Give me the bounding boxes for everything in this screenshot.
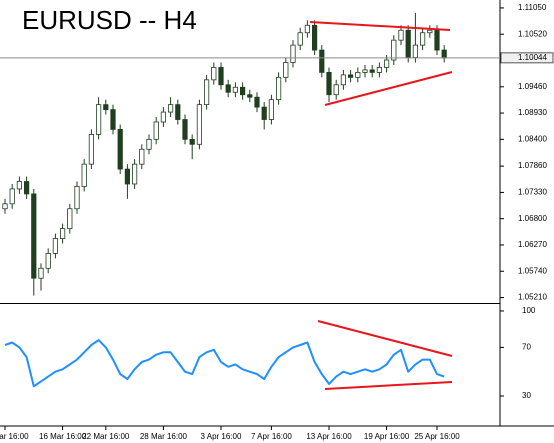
candle-body: [225, 84, 231, 93]
y-tick-label: 1.06270: [518, 240, 547, 249]
candle-body: [2, 203, 8, 210]
chart-title: EURUSD -- H4: [22, 5, 197, 35]
y-tick-label: 30: [522, 391, 531, 400]
candle-body: [290, 44, 296, 63]
x-tick-label: 7 Apr 16:00: [251, 432, 292, 441]
candle-body: [218, 67, 224, 86]
candle-body: [146, 138, 152, 150]
candle-body: [340, 74, 347, 86]
candle-body: [117, 129, 123, 170]
x-tick-label: 19 Apr 16:00: [364, 432, 410, 441]
indicator-line: [4, 339, 445, 388]
y-tick-label: 70: [522, 343, 531, 352]
candle-body: [196, 104, 202, 145]
candle-body: [203, 79, 210, 106]
candle-body: [398, 29, 404, 41]
candle-body: [153, 121, 159, 140]
x-tick-label: 10 Mar 16:00: [0, 432, 29, 441]
candle-body: [405, 29, 411, 58]
candle-body: [275, 76, 282, 101]
candle-body: [16, 181, 23, 190]
trend-line: [324, 381, 453, 390]
candle-body: [182, 119, 188, 140]
candle-body: [333, 84, 339, 96]
candle-body: [189, 138, 195, 145]
last-price-box: [500, 52, 554, 64]
candle-body: [383, 59, 390, 68]
candle-body: [297, 32, 303, 46]
trend-line: [317, 320, 453, 357]
x-tick-label: 3 Apr 16:00: [201, 432, 242, 441]
candle-body: [52, 238, 59, 254]
candle-body: [167, 104, 174, 113]
y-tick-label: 1.05210: [518, 293, 547, 302]
x-tick-label: 28 Mar 16:00: [140, 432, 188, 441]
candle-body: [139, 148, 145, 165]
y-tick-label: 1.10520: [518, 29, 547, 38]
y-tick-label: 1.07330: [518, 188, 547, 197]
x-tick-label: 25 Apr 16:00: [414, 432, 460, 441]
candle-body: [110, 109, 116, 130]
candle-body: [23, 181, 30, 195]
candle-body: [268, 99, 275, 120]
candle-body: [311, 24, 318, 51]
candle-body: [211, 67, 217, 81]
y-tick-label: 1.11050: [518, 3, 547, 12]
candle-body: [45, 253, 51, 269]
y-tick-label: 1.09460: [518, 82, 547, 91]
candle-body: [31, 193, 37, 279]
candle-body: [81, 163, 87, 187]
candle-body: [369, 69, 375, 73]
y-tick-label: 1.07860: [518, 161, 547, 170]
candle-body: [103, 104, 109, 110]
candle-body: [96, 104, 102, 135]
trend-line: [324, 71, 453, 106]
candle-body: [160, 111, 166, 123]
candle-body: [434, 29, 440, 51]
candle-body: [67, 208, 73, 230]
y-tick-label: 1.05740: [518, 266, 547, 275]
candle-body: [347, 74, 354, 78]
candle-body: [239, 86, 246, 96]
candle-body: [88, 133, 94, 165]
candle-body: [326, 72, 332, 96]
candle-body: [232, 86, 238, 93]
candle-body: [304, 24, 311, 34]
x-tick-label: 16 Mar 16:00: [39, 432, 87, 441]
candle-body: [362, 69, 368, 73]
candle-body: [391, 39, 397, 61]
candle-body: [131, 163, 138, 185]
candle-body: [355, 72, 361, 78]
x-tick-label: 22 Mar 16:00: [82, 432, 130, 441]
candle-body: [283, 62, 289, 78]
candle-body: [74, 186, 80, 210]
candle-body: [412, 44, 419, 58]
last-price-label: 1.10044: [518, 53, 547, 62]
trend-line: [309, 21, 451, 31]
y-tick-label: 1.08930: [518, 108, 547, 117]
candle-body: [319, 49, 325, 73]
candle-body: [261, 106, 267, 120]
candle-body: [124, 168, 130, 185]
y-tick-label: 1.06800: [518, 214, 547, 223]
candle-body: [376, 67, 383, 73]
y-tick-label: 100: [522, 306, 536, 315]
candle-body: [9, 188, 15, 205]
candle-body: [427, 29, 433, 34]
candle-body: [254, 96, 260, 108]
candle-body: [419, 32, 426, 46]
candle-body: [441, 49, 447, 59]
candle-body: [38, 267, 44, 279]
candle-body: [60, 228, 66, 239]
candle-body: [175, 104, 181, 120]
y-tick-label: 1.08400: [518, 134, 547, 143]
x-tick-label: 13 Apr 16:00: [306, 432, 352, 441]
candle-body: [247, 94, 253, 98]
